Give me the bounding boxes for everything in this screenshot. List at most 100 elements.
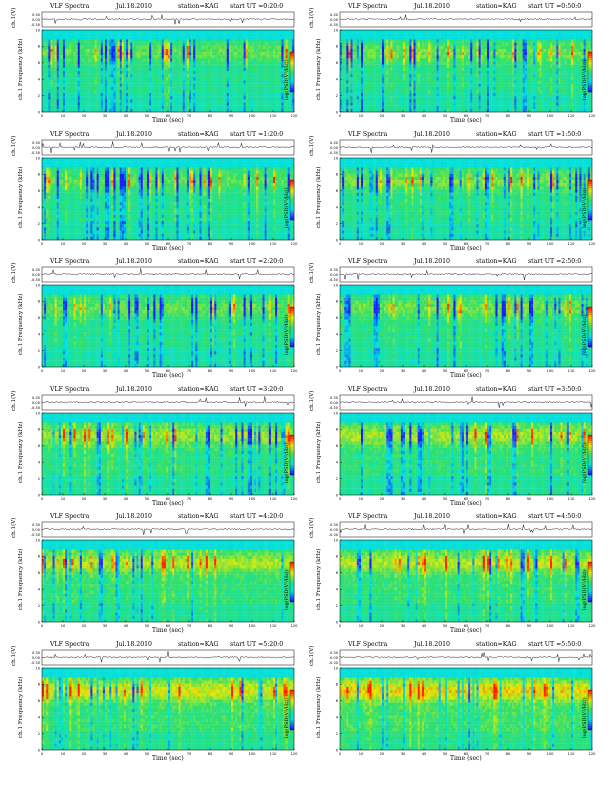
spectrogram-cell: [426, 33, 429, 37]
spectrogram-cell: [75, 99, 78, 103]
spectrogram-cell: [214, 71, 217, 75]
spectrogram-cell: [377, 39, 381, 43]
spectrogram-cell: [545, 42, 549, 46]
spectrogram-cell: [415, 33, 418, 37]
spectrogram-cell: [277, 80, 280, 84]
spectrogram-cell: [73, 77, 76, 81]
spectrogram-cell: [398, 39, 402, 43]
spectrogram-cell: [212, 102, 215, 106]
spectrogram-cell: [222, 105, 225, 109]
spectrogram-cell: [566, 39, 570, 43]
spectrogram-cell: [117, 58, 120, 62]
spectrogram-cell: [566, 52, 570, 56]
spectrogram-cell: [123, 96, 127, 100]
spectrogram-cell: [90, 93, 93, 97]
spectrogram-cell: [174, 77, 177, 81]
spectrogram-cell: [228, 83, 232, 87]
spectrogram-cell: [390, 52, 393, 56]
spectrogram-cell: [285, 74, 288, 78]
spectrogram-cell: [69, 55, 72, 59]
spectrogram-cell: [405, 52, 408, 56]
spectrogram-cell: [291, 45, 295, 50]
spectrogram-cell: [256, 105, 259, 109]
spectrogram-cell: [403, 61, 406, 65]
spectrogram-cell: [205, 99, 209, 103]
spectrogram-cell: [184, 30, 188, 34]
spectrogram-cell: [226, 77, 230, 81]
spectrogram-cell: [262, 33, 265, 37]
spectrogram-cell: [503, 64, 507, 68]
spectrogram-cell: [239, 83, 242, 87]
spectrogram-cell: [159, 108, 162, 113]
spectrogram-cell: [155, 39, 158, 43]
spectrogram-cell: [289, 99, 293, 103]
spectrogram-cell: [522, 42, 525, 46]
spectrogram-cell: [365, 74, 368, 78]
spectrogram-cell: [522, 52, 525, 56]
spectrogram-cell: [54, 74, 57, 78]
spectrogram-cell: [279, 42, 282, 46]
spectrogram-cell: [403, 36, 406, 40]
spectrogram-cell: [155, 58, 158, 62]
spectrogram-cell: [180, 93, 183, 97]
spectrogram-cell: [268, 48, 272, 53]
spectrogram-cell: [352, 30, 355, 34]
spectrogram-cell: [287, 108, 290, 113]
spectrogram-cell: [275, 108, 278, 113]
spectrogram-cell: [79, 102, 83, 106]
spectrogram-cell: [52, 39, 55, 43]
spectrogram-cell: [203, 42, 206, 46]
spectrogram-cell: [447, 48, 450, 53]
spectrogram-cell: [405, 30, 408, 34]
spectrogram-cell: [285, 108, 288, 113]
spectrogram-cell: [252, 93, 255, 97]
spectrogram-cell: [564, 42, 567, 46]
spectrogram-cell: [77, 80, 80, 84]
spectrogram-cell: [149, 86, 152, 91]
spectrogram-cell: [415, 42, 418, 46]
spectrogram-cell: [340, 33, 343, 37]
spectrogram-cell: [199, 96, 202, 100]
spectrogram-cell: [361, 30, 364, 34]
spectrogram-cell: [419, 71, 423, 75]
spectrogram-cell: [526, 61, 530, 65]
spectrogram-cell: [224, 96, 227, 100]
spectrogram-cell: [346, 67, 349, 72]
spectrogram-cell: [369, 74, 372, 78]
spectrogram-cell: [508, 58, 511, 62]
y-tick-label: 2: [38, 94, 40, 98]
spectrogram-cell: [111, 58, 114, 62]
spectrogram-cell: [184, 39, 188, 43]
spectrogram-cell: [375, 48, 378, 53]
spectrogram-cell: [71, 55, 74, 59]
spectrogram-cell: [520, 61, 523, 65]
spectrogram-cell: [56, 67, 59, 72]
spectrogram-cell: [149, 67, 152, 72]
spectrogram-cell: [499, 64, 502, 68]
spectrogram-cell: [571, 42, 574, 46]
spectrogram-cell: [155, 61, 158, 65]
spectrogram-cell: [417, 64, 420, 68]
spectrogram-cell: [159, 33, 162, 37]
spectrogram-cell: [489, 39, 492, 43]
spectrogram-cell: [52, 102, 55, 106]
spectrogram-cell: [153, 67, 156, 72]
spectrogram-cell: [77, 93, 80, 97]
spectrogram-cell: [547, 30, 551, 34]
spectrogram-cell: [470, 42, 473, 46]
spectrogram-cell: [132, 77, 135, 81]
spectrogram-cell: [138, 77, 141, 81]
spectrogram-cell: [121, 71, 125, 75]
spectrogram-cell: [226, 80, 230, 84]
spectrogram-cell: [283, 93, 286, 97]
spectrogram-cell: [438, 74, 441, 78]
spectrogram-cell: [84, 42, 87, 46]
spectrogram-cell: [168, 93, 171, 97]
spectrogram-cell: [81, 105, 85, 109]
spectrogram-cell: [73, 36, 76, 40]
spectrogram-cell: [86, 102, 89, 106]
spectrogram-cell: [161, 86, 164, 91]
spectrogram-cell: [508, 33, 511, 37]
spectrogram-cell: [340, 30, 343, 34]
spectrogram-cell: [207, 45, 211, 50]
